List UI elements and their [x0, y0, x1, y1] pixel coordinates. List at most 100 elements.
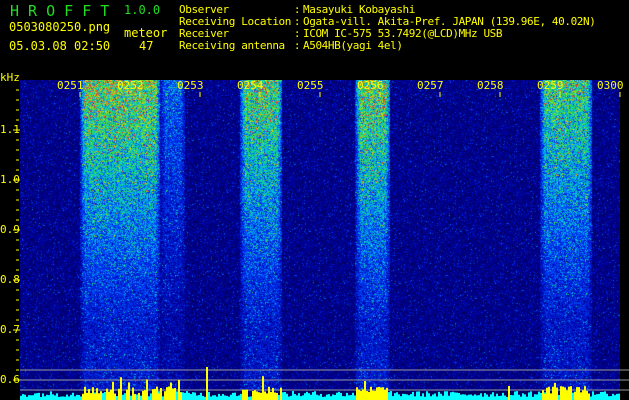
- detection-bar: [142, 390, 144, 400]
- spectrogram-heatmap: [20, 80, 620, 400]
- baseline-bar: [424, 396, 426, 400]
- baseline-bar: [234, 392, 236, 400]
- baseline-bar: [334, 394, 336, 400]
- baseline-bar: [596, 394, 598, 400]
- file-datetime: 05.03.08 02:50: [9, 39, 111, 53]
- detection-bar: [552, 386, 554, 400]
- baseline-bar: [388, 392, 390, 400]
- baseline-bar: [348, 395, 350, 400]
- baseline-bar: [54, 395, 56, 400]
- baseline-bar: [444, 391, 446, 400]
- baseline-bar: [394, 393, 396, 400]
- baseline-bar: [590, 396, 592, 400]
- baseline-bar: [470, 394, 472, 400]
- detection-bar: [382, 387, 384, 400]
- y-axis-label: kHz: [0, 71, 20, 84]
- detection-bar: [508, 386, 510, 400]
- baseline-bar: [522, 393, 524, 400]
- baseline-bar: [232, 392, 234, 400]
- detection-bar: [568, 386, 570, 400]
- detection-bar: [358, 389, 360, 400]
- baseline-bar: [212, 395, 214, 400]
- detection-bar: [542, 390, 544, 400]
- baseline-bar: [438, 391, 440, 400]
- x-tick-label: 0257: [417, 79, 444, 92]
- detection-bar: [366, 390, 368, 400]
- baseline-bar: [416, 391, 418, 400]
- baseline-bar: [422, 393, 424, 400]
- baseline-bar: [184, 392, 186, 400]
- info-colon: :: [293, 27, 301, 40]
- baseline-bar: [520, 396, 522, 400]
- baseline-bar: [480, 393, 482, 400]
- baseline-bar: [412, 391, 414, 400]
- detection-bar: [206, 367, 208, 400]
- file-name: 0503080250.png: [9, 20, 111, 34]
- detection-bar: [166, 387, 168, 400]
- detection-bar: [120, 377, 122, 400]
- baseline-bar: [318, 395, 320, 400]
- baseline-bar: [456, 392, 458, 400]
- baseline-bar: [116, 396, 118, 400]
- baseline-bar: [486, 394, 488, 400]
- baseline-bar: [600, 391, 602, 400]
- detection-bar: [370, 386, 372, 400]
- baseline-bar: [492, 392, 494, 400]
- baseline-bar: [36, 393, 38, 400]
- baseline-bar: [56, 393, 58, 400]
- detection-bar: [574, 392, 576, 400]
- baseline-bar: [506, 396, 508, 400]
- baseline-bar: [194, 392, 196, 400]
- baseline-bar: [122, 394, 124, 400]
- baseline-bar: [230, 394, 232, 400]
- baseline-bar: [594, 394, 596, 400]
- baseline-bar: [162, 396, 164, 400]
- baseline-bar: [446, 391, 448, 400]
- baseline-bar: [204, 396, 206, 400]
- baseline-bar: [218, 393, 220, 400]
- detection-bar: [160, 388, 162, 400]
- detection-bar: [274, 392, 276, 400]
- baseline-bar: [296, 395, 298, 400]
- baseline-bar: [38, 392, 40, 400]
- baseline-bar: [484, 393, 486, 400]
- baseline-bar: [190, 394, 192, 400]
- detection-bar: [264, 391, 266, 400]
- detection-bar: [158, 393, 160, 400]
- detection-bar: [98, 393, 100, 400]
- info-colon: :: [293, 39, 301, 52]
- info-label: Observer: [179, 3, 229, 16]
- baseline-bar: [52, 394, 54, 400]
- baseline-bar: [476, 395, 478, 400]
- baseline-bar: [182, 392, 184, 400]
- baseline-bar: [202, 395, 204, 400]
- info-row: Receiving Location: Ogata-vill. Akita-Pre…: [179, 16, 596, 28]
- detection-bar: [92, 387, 94, 400]
- detection-bar: [266, 393, 268, 400]
- baseline-bar: [198, 395, 200, 400]
- baseline-bar: [572, 392, 574, 400]
- baseline-bar: [136, 394, 138, 400]
- detection-bar: [564, 387, 566, 400]
- baseline-bar: [402, 393, 404, 400]
- detection-bar: [108, 391, 110, 400]
- baseline-bar: [518, 394, 520, 400]
- baseline-bar: [534, 394, 536, 400]
- detection-bar: [260, 392, 262, 400]
- baseline-bar: [392, 396, 394, 400]
- baseline-bar: [60, 396, 62, 400]
- meteor-count: 47: [139, 39, 154, 53]
- baseline-bar: [46, 394, 48, 400]
- detection-bar: [106, 388, 108, 400]
- baseline-bar: [196, 395, 198, 400]
- detection-bar: [356, 387, 358, 400]
- baseline-bar: [66, 394, 68, 400]
- baseline-bar: [332, 394, 334, 400]
- detection-bar: [566, 390, 568, 400]
- detection-bar: [96, 388, 98, 400]
- baseline-bar: [514, 391, 516, 400]
- detection-bar: [134, 393, 136, 400]
- baseline-bar: [406, 394, 408, 400]
- baseline-bar: [346, 392, 348, 400]
- baseline-bar: [592, 391, 594, 400]
